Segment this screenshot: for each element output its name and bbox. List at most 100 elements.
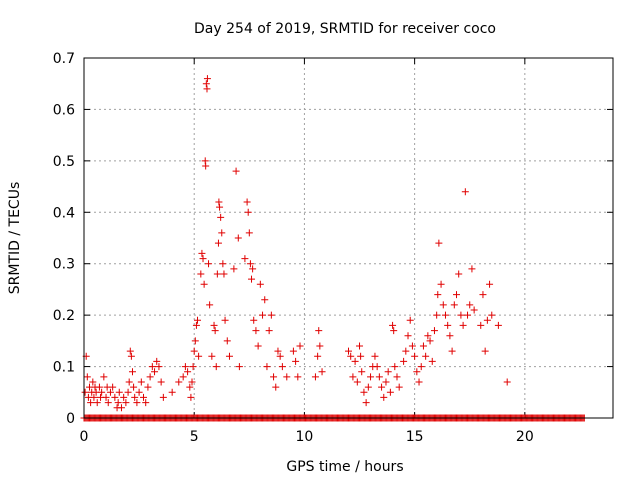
data-point [189,363,197,371]
data-point [384,368,392,376]
data-point [151,368,159,376]
x-tick-label: 20 [516,429,534,445]
data-point [106,388,114,396]
data-point [130,383,138,391]
data-point [375,373,383,381]
data-point [435,239,443,247]
data-point [466,301,474,309]
data-point [142,399,150,407]
data-point [356,342,364,350]
data-point [311,373,319,381]
data-point [114,399,122,407]
data-point [486,280,494,288]
data-point [283,373,291,381]
data-point [175,378,183,386]
data-point [367,373,375,381]
data-point [294,373,302,381]
data-point [390,327,398,335]
data-point [428,357,436,365]
data-point [349,373,357,381]
data-point [382,378,390,386]
data-point [470,306,478,314]
data-point [248,275,256,283]
data-point [194,316,202,324]
y-tick-label: 0.5 [53,154,75,170]
data-point [252,327,260,335]
data-point [378,383,386,391]
data-point [127,352,135,360]
data-point [395,383,403,391]
data-point [125,378,133,386]
data-point [274,347,282,355]
data-point [353,378,361,386]
y-axis-label: SRMTID / TECUs [7,182,23,295]
data-point [146,373,154,381]
data-point [415,378,423,386]
y-tick-label: 0.3 [53,257,75,273]
data-point [358,368,366,376]
data-point [243,198,251,206]
data-point [457,311,465,319]
y-tick-label: 0.6 [53,102,75,118]
data-point [422,352,430,360]
data-point [131,393,139,401]
data-point [433,311,441,319]
data-point [102,393,110,401]
data-point [90,393,98,401]
data-point [479,291,487,299]
data-point [202,80,210,88]
data-point [190,347,198,355]
data-point [316,342,324,350]
data-point [434,291,442,299]
data-point [246,260,254,268]
data-point [187,393,195,401]
data-point [128,368,136,376]
y-tick-label: 0.1 [53,360,75,376]
data-point [205,260,213,268]
data-point [459,321,467,329]
data-point [148,363,156,371]
data-point [93,399,101,407]
data-point [250,316,258,324]
data-point [213,270,221,278]
data-point [488,311,496,319]
data-point [219,260,227,268]
data-point [89,378,97,386]
data-point [503,378,511,386]
data-point [278,363,286,371]
data-point [402,347,410,355]
y-tick-label: 0 [66,411,75,427]
data-point [481,347,489,355]
data-point [223,337,231,345]
data-point [318,368,326,376]
data-point [111,393,119,401]
data-point [218,229,226,237]
data-point [380,393,388,401]
data-point [296,342,304,350]
data-point [100,373,108,381]
data-point [426,337,434,345]
data-point [155,363,163,371]
data-point [98,388,106,396]
x-axis-label: GPS time / hours [286,459,403,475]
data-point [292,357,300,365]
data-point [83,373,91,381]
data-point [230,265,238,273]
data-point [217,213,225,221]
data-point [203,85,211,93]
axis-ticks: 0 5 10 15 20 0 0.1 0.2 0.3 0.4 0.5 0.6 0.7 [53,51,613,445]
data-point [259,311,267,319]
data-point [446,332,454,340]
data-point [206,301,214,309]
data-point [220,270,228,278]
data-point [197,270,205,278]
data-point [221,316,229,324]
data-point [133,399,141,407]
data-point [315,327,323,335]
data-point [249,265,257,273]
data-point [159,393,167,401]
data-point [261,296,269,304]
data-point [153,357,161,365]
data-point [371,352,379,360]
x-tick-label: 10 [296,429,314,445]
